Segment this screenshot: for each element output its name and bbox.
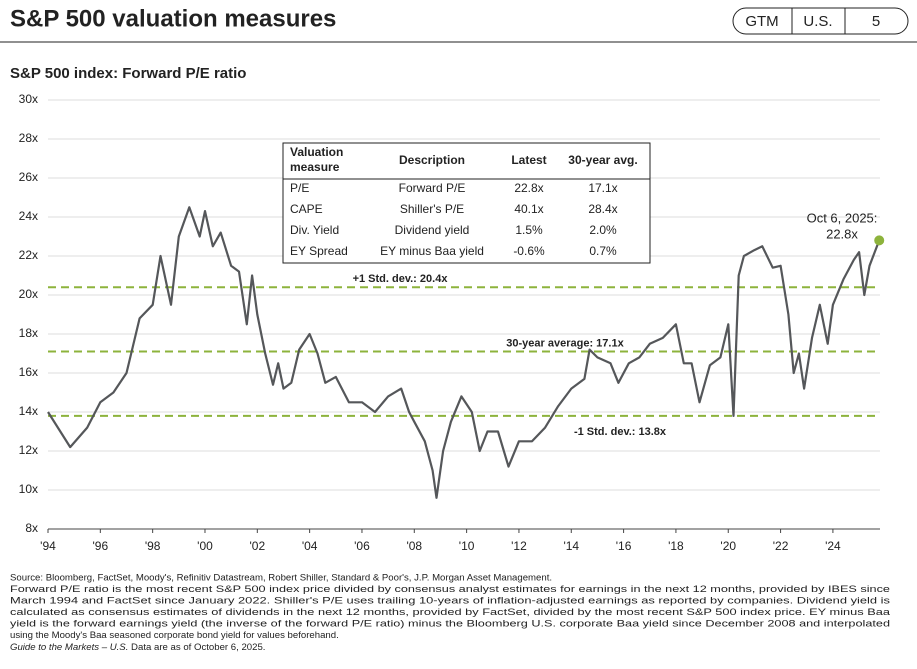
badge: U.S.	[803, 13, 832, 30]
y-tick-label: 26x	[19, 170, 38, 184]
y-tick-label: 8x	[25, 521, 38, 535]
footnote: yield is the forward earnings yield (the…	[10, 619, 890, 630]
y-tick-label: 10x	[19, 482, 38, 496]
table-cell: Forward P/E	[399, 181, 466, 195]
table-cell: 28.4x	[588, 202, 617, 216]
x-tick-label: '98	[145, 539, 161, 553]
table-cell: Shiller's P/E	[400, 202, 464, 216]
table-cell: 22.8x	[514, 181, 543, 195]
x-tick-label: '16	[616, 539, 632, 553]
x-tick-label: '08	[406, 539, 422, 553]
x-tick-label: '24	[825, 539, 841, 553]
x-tick-label: '06	[354, 539, 370, 553]
table-cell: 2.0%	[589, 223, 617, 237]
endpoint-marker	[874, 235, 885, 246]
badge: 5	[872, 13, 880, 30]
x-tick-label: '22	[773, 539, 789, 553]
x-tick-label: '04	[302, 539, 318, 553]
table-header: measure	[290, 160, 340, 174]
x-tick-label: '18	[668, 539, 684, 553]
footnote: Guide to the Markets – U.S. Data are as …	[10, 642, 265, 653]
badge: GTM	[745, 13, 778, 30]
table-header: Valuation	[290, 145, 343, 159]
table-cell: EY minus Baa yield	[380, 244, 484, 258]
endpoint-label: 22.8x	[826, 226, 858, 241]
footnote-part: Data are as of October 6, 2025.	[128, 642, 265, 653]
x-tick-label: '10	[459, 539, 475, 553]
footnotes: Source: Bloomberg, FactSet, Moody's, Ref…	[10, 573, 891, 653]
y-tick-label: 28x	[19, 131, 38, 145]
x-tick-label: '00	[197, 539, 213, 553]
table-cell: -0.6%	[513, 244, 545, 258]
x-tick-label: '14	[563, 539, 579, 553]
table-cell: EY Spread	[290, 244, 348, 258]
y-tick-label: 20x	[19, 287, 38, 301]
table-cell: 1.5%	[515, 223, 543, 237]
y-tick-label: 18x	[19, 326, 38, 340]
x-tick-label: '12	[511, 539, 527, 553]
x-tick-label: '96	[93, 539, 109, 553]
pe-line	[47, 206, 881, 499]
table-header: Description	[399, 153, 465, 167]
page-title: S&P 500 valuation measures	[10, 5, 336, 32]
table-header: 30-year avg.	[568, 153, 637, 167]
x-tick-label: '94	[40, 539, 56, 553]
reference-label: 30-year average: 17.1x	[506, 337, 624, 349]
chart-title: S&P 500 index: Forward P/E ratio	[10, 65, 246, 82]
y-tick-label: 14x	[19, 404, 38, 418]
footnote: Source: Bloomberg, FactSet, Moody's, Ref…	[10, 573, 552, 584]
table-cell: 17.1x	[588, 181, 617, 195]
y-tick-label: 22x	[19, 248, 38, 262]
footnote: calculated as consensus estimates of div…	[10, 607, 891, 618]
y-tick-label: 12x	[19, 443, 38, 457]
y-tick-label: 16x	[19, 365, 38, 379]
table-cell: P/E	[290, 181, 309, 195]
y-tick-label: 24x	[19, 209, 38, 223]
table-cell: Div. Yield	[290, 223, 339, 237]
y-tick-label: 30x	[19, 92, 38, 106]
table-box	[282, 142, 651, 264]
footnote-part: Guide to the Markets – U.S.	[10, 642, 128, 653]
footnote: March 1994 and FactSet since January 202…	[10, 596, 890, 607]
table-header: Latest	[511, 153, 546, 167]
reference-label: +1 Std. dev.: 20.4x	[353, 273, 449, 285]
reference-label: -1 Std. dev.: 13.8x	[574, 426, 667, 438]
table-cell: 40.1x	[514, 202, 543, 216]
footnote: using the Moody's Baa seasoned corporate…	[10, 630, 339, 641]
table-cell: 0.7%	[589, 244, 617, 258]
badge-box	[732, 7, 909, 35]
x-tick-label: '02	[249, 539, 265, 553]
endpoint-label: Oct 6, 2025:	[807, 210, 878, 225]
table-cell: CAPE	[290, 202, 323, 216]
footnote: Forward P/E ratio is the most recent S&P…	[10, 584, 890, 595]
x-tick-label: '20	[720, 539, 736, 553]
table-cell: Dividend yield	[395, 223, 470, 237]
